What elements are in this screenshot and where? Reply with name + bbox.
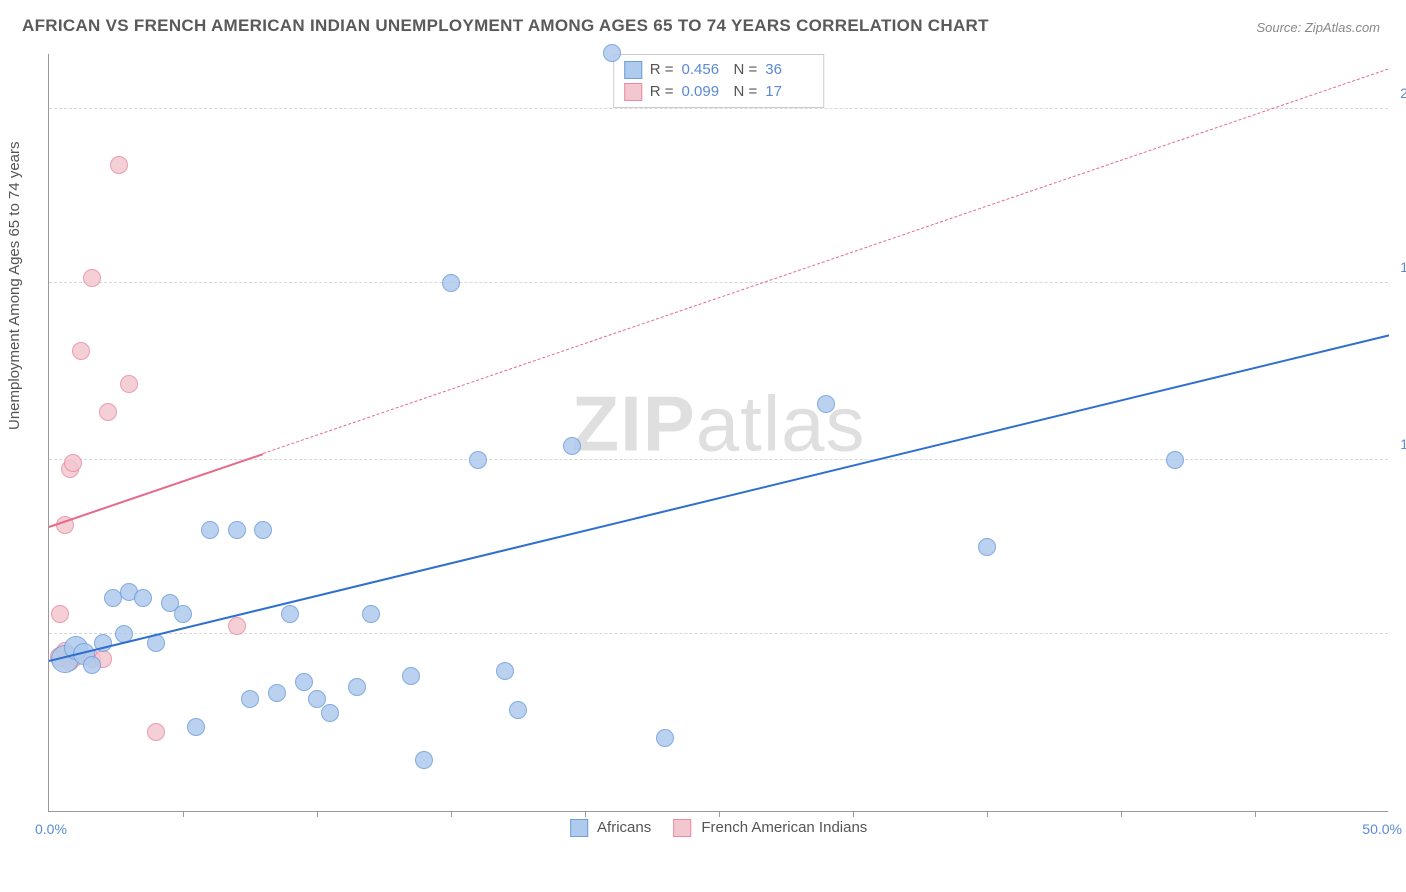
data-point [241, 690, 259, 708]
data-point [469, 451, 487, 469]
data-point [254, 521, 272, 539]
gridline [49, 633, 1388, 634]
data-point [442, 274, 460, 292]
data-point [402, 667, 420, 685]
plot-area: ZIPatlas 0.0% 50.0% R = 0.456 N = 36 R =… [48, 54, 1388, 812]
x-tick [1121, 811, 1122, 817]
data-point [147, 723, 165, 741]
stats-row: R = 0.456 N = 36 [624, 59, 810, 81]
data-point [817, 395, 835, 413]
n-value: 36 [765, 59, 809, 81]
data-point [509, 701, 527, 719]
gridline [49, 282, 1388, 283]
x-tick [183, 811, 184, 817]
data-point [321, 704, 339, 722]
n-prefix: N = [734, 81, 758, 103]
r-value: 0.456 [682, 59, 726, 81]
data-point [656, 729, 674, 747]
data-point [978, 538, 996, 556]
x-tick [719, 811, 720, 817]
data-point [99, 403, 117, 421]
data-point [187, 718, 205, 736]
legend-swatch-french-american-indians [673, 819, 691, 837]
x-tick [853, 811, 854, 817]
source-label: Source: ZipAtlas.com [1256, 20, 1380, 35]
data-point [415, 751, 433, 769]
x-tick [1255, 811, 1256, 817]
data-point [72, 342, 90, 360]
gridline [49, 108, 1388, 109]
correlation-stats-box: R = 0.456 N = 36 R = 0.099 N = 17 [613, 54, 825, 108]
data-point [496, 662, 514, 680]
data-point [228, 521, 246, 539]
data-point [64, 454, 82, 472]
x-tick [585, 811, 586, 817]
watermark: ZIPatlas [571, 378, 865, 469]
x-axis-min-label: 0.0% [35, 821, 67, 837]
data-point [228, 617, 246, 635]
data-point [281, 605, 299, 623]
chart-container: AFRICAN VS FRENCH AMERICAN INDIAN UNEMPL… [0, 0, 1406, 892]
legend-item: French American Indians [673, 819, 867, 837]
stats-swatch-french-american-indians [624, 83, 642, 101]
stats-row: R = 0.099 N = 17 [624, 81, 810, 103]
watermark-part-a: ZIP [571, 379, 695, 467]
data-point [362, 605, 380, 623]
legend-item: Africans [570, 819, 652, 837]
data-point [563, 437, 581, 455]
stats-swatch-africans [624, 61, 642, 79]
chart-title: AFRICAN VS FRENCH AMERICAN INDIAN UNEMPL… [22, 16, 989, 36]
data-point [201, 521, 219, 539]
data-point [348, 678, 366, 696]
data-point [120, 375, 138, 393]
data-point [268, 684, 286, 702]
data-point [308, 690, 326, 708]
x-tick [987, 811, 988, 817]
r-prefix: R = [650, 59, 674, 81]
r-prefix: R = [650, 81, 674, 103]
n-prefix: N = [734, 59, 758, 81]
data-point [603, 44, 621, 62]
data-point [1166, 451, 1184, 469]
data-point [174, 605, 192, 623]
data-point [134, 589, 152, 607]
y-axis-label: Unemployment Among Ages 65 to 74 years [6, 141, 23, 430]
trend-line [49, 335, 1389, 663]
legend: Africans French American Indians [570, 819, 868, 837]
legend-label: French American Indians [701, 819, 867, 836]
y-tick-label: 25.0% [1400, 85, 1406, 101]
data-point [295, 673, 313, 691]
data-point [51, 605, 69, 623]
n-value: 17 [765, 81, 809, 103]
y-tick-label: 18.8% [1400, 259, 1406, 275]
x-tick [451, 811, 452, 817]
legend-swatch-africans [570, 819, 588, 837]
data-point [83, 269, 101, 287]
x-axis-max-label: 50.0% [1362, 821, 1402, 837]
data-point [110, 156, 128, 174]
data-point [83, 656, 101, 674]
y-tick-label: 12.5% [1400, 436, 1406, 452]
x-tick [317, 811, 318, 817]
watermark-part-b: atlas [696, 379, 866, 467]
r-value: 0.099 [682, 81, 726, 103]
legend-label: Africans [597, 819, 651, 836]
